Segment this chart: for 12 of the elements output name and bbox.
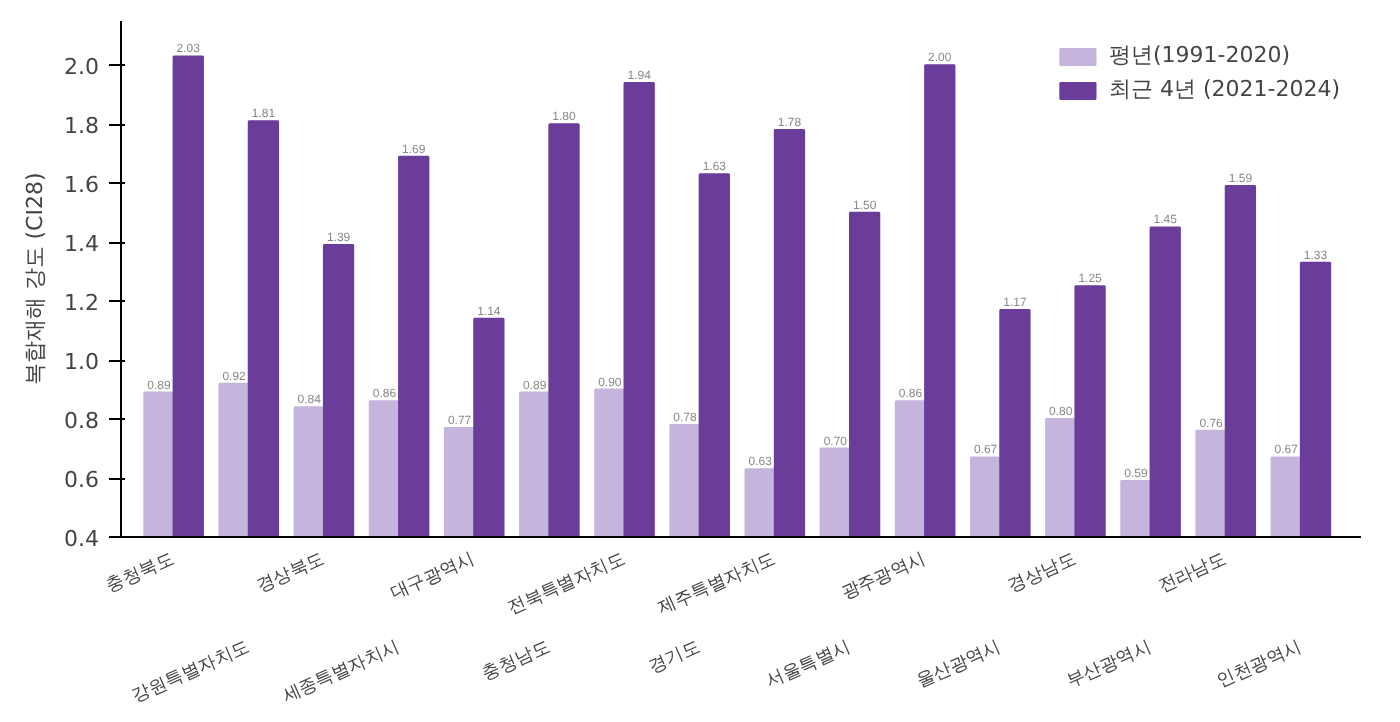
legend-label: 최근 4년 (2021-2024) [1108, 74, 1340, 104]
y-tick-label: 1.0 [64, 349, 100, 376]
y-tick-label: 1.8 [64, 113, 100, 140]
y-tick-label: 1.2 [64, 290, 100, 317]
y-tick-label: 1.6 [64, 172, 100, 199]
y-tick-label: 1.4 [64, 231, 100, 258]
legend-label: 평년(1991-2020) [1108, 40, 1290, 70]
y-axis-title: 복합재해 강도 (CI28) [22, 172, 49, 386]
y-tick-label: 2.0 [64, 54, 100, 81]
y-tick-label: 0.6 [64, 467, 100, 494]
y-tick-label: 0.4 [64, 526, 100, 552]
y-tick-label: 0.8 [64, 408, 100, 435]
